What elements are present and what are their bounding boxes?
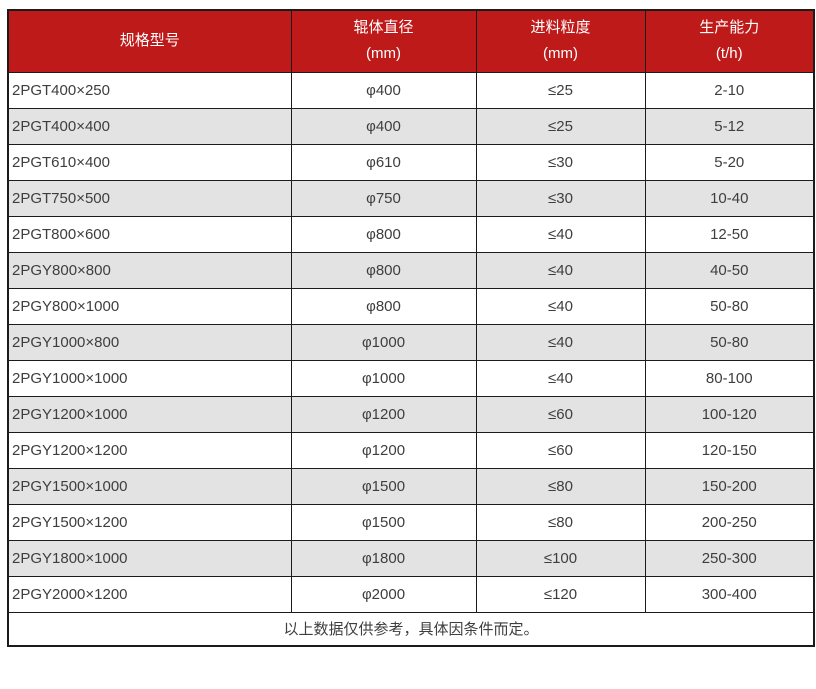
model-cell: 2PGT400×250 [7, 71, 292, 109]
feed-size-cell: ≤80 [475, 467, 646, 505]
table-body: 2PGT400×250 φ400 ≤25 2-10 2PGT400×400 φ400 ≤25… [7, 71, 815, 613]
table-row: 2PGT400×250 φ400 ≤25 2-10 [7, 71, 815, 109]
table-row: 2PGT400×400 φ400 ≤25 5-12 [7, 107, 815, 145]
feed-size-cell: ≤25 [475, 71, 646, 109]
model-cell: 2PGY1200×1000 [7, 395, 292, 433]
header-title: 规格型号 [119, 32, 180, 50]
table-row: 2PGY1200×1200 φ1200 ≤60 120-150 [7, 431, 815, 469]
roller-diameter-cell: φ2000 [290, 575, 477, 613]
table-row: 2PGY800×800 φ800 ≤40 40-50 [7, 251, 815, 289]
table-row: 2PGT610×400 φ610 ≤30 5-20 [7, 143, 815, 181]
model-cell: 2PGT400×400 [7, 107, 292, 145]
feed-size-cell: ≤80 [475, 503, 646, 541]
specifications-table: 规格型号 辊体直径 (mm) 进料粒度 (mm) 生产能力 (t/h) 2PGT… [7, 9, 815, 647]
table-row: 2PGY2000×1200 φ2000 ≤120 300-400 [7, 575, 815, 613]
table-row: 2PGY1000×1000 φ1000 ≤40 80-100 [7, 359, 815, 397]
feed-size-cell: ≤40 [475, 251, 646, 289]
capacity-cell: 5-12 [644, 107, 815, 145]
footnote-row: 以上数据仅供参考，具体因条件而定。 [7, 611, 815, 647]
feed-size-cell: ≤30 [475, 143, 646, 181]
capacity-cell: 100-120 [644, 395, 815, 433]
model-cell: 2PGY1800×1000 [7, 539, 292, 577]
header-unit: (t/h) [715, 45, 743, 63]
header-title: 辊体直径 [353, 19, 414, 37]
table-row: 2PGT800×600 φ800 ≤40 12-50 [7, 215, 815, 253]
roller-diameter-cell: φ610 [290, 143, 477, 181]
feed-size-cell: ≤60 [475, 395, 646, 433]
model-cell: 2PGY800×800 [7, 251, 292, 289]
feed-size-cell: ≤120 [475, 575, 646, 613]
model-cell: 2PGT800×600 [7, 215, 292, 253]
roller-diameter-cell: φ800 [290, 287, 477, 325]
feed-size-cell: ≤40 [475, 215, 646, 253]
table-row: 2PGY1500×1000 φ1500 ≤80 150-200 [7, 467, 815, 505]
capacity-cell: 5-20 [644, 143, 815, 181]
model-cell: 2PGY1500×1000 [7, 467, 292, 505]
table-footer: 以上数据仅供参考，具体因条件而定。 [7, 611, 815, 647]
table-header: 规格型号 辊体直径 (mm) 进料粒度 (mm) 生产能力 (t/h) [7, 9, 815, 73]
roller-diameter-cell: φ1800 [290, 539, 477, 577]
column-header-roller-diameter: 辊体直径 (mm) [290, 9, 477, 73]
capacity-cell: 2-10 [644, 71, 815, 109]
column-header-capacity: 生产能力 (t/h) [644, 9, 815, 73]
capacity-cell: 300-400 [644, 575, 815, 613]
model-cell: 2PGY1000×1000 [7, 359, 292, 397]
roller-diameter-cell: φ1000 [290, 323, 477, 361]
feed-size-cell: ≤40 [475, 323, 646, 361]
capacity-cell: 120-150 [644, 431, 815, 469]
roller-diameter-cell: φ1200 [290, 395, 477, 433]
header-unit: (mm) [543, 45, 578, 63]
capacity-cell: 150-200 [644, 467, 815, 505]
model-cell: 2PGT610×400 [7, 143, 292, 181]
feed-size-cell: ≤25 [475, 107, 646, 145]
capacity-cell: 12-50 [644, 215, 815, 253]
header-row: 规格型号 辊体直径 (mm) 进料粒度 (mm) 生产能力 (t/h) [7, 9, 815, 73]
model-cell: 2PGY1200×1200 [7, 431, 292, 469]
roller-diameter-cell: φ1500 [290, 467, 477, 505]
capacity-cell: 200-250 [644, 503, 815, 541]
roller-diameter-cell: φ400 [290, 107, 477, 145]
roller-diameter-cell: φ1000 [290, 359, 477, 397]
capacity-cell: 50-80 [644, 287, 815, 325]
header-title: 生产能力 [699, 19, 760, 37]
table-row: 2PGY1200×1000 φ1200 ≤60 100-120 [7, 395, 815, 433]
table-row: 2PGT750×500 φ750 ≤30 10-40 [7, 179, 815, 217]
table-container: 规格型号 辊体直径 (mm) 进料粒度 (mm) 生产能力 (t/h) 2PGT… [7, 9, 815, 647]
header-unit: (mm) [366, 45, 401, 63]
roller-diameter-cell: φ1500 [290, 503, 477, 541]
feed-size-cell: ≤60 [475, 431, 646, 469]
feed-size-cell: ≤40 [475, 287, 646, 325]
table-row: 2PGY1800×1000 φ1800 ≤100 250-300 [7, 539, 815, 577]
model-cell: 2PGY2000×1200 [7, 575, 292, 613]
header-title: 进料粒度 [530, 19, 591, 37]
feed-size-cell: ≤100 [475, 539, 646, 577]
feed-size-cell: ≤30 [475, 179, 646, 217]
model-cell: 2PGY800×1000 [7, 287, 292, 325]
roller-diameter-cell: φ400 [290, 71, 477, 109]
feed-size-cell: ≤40 [475, 359, 646, 397]
capacity-cell: 40-50 [644, 251, 815, 289]
model-cell: 2PGY1500×1200 [7, 503, 292, 541]
capacity-cell: 10-40 [644, 179, 815, 217]
roller-diameter-cell: φ800 [290, 251, 477, 289]
table-row: 2PGY800×1000 φ800 ≤40 50-80 [7, 287, 815, 325]
capacity-cell: 250-300 [644, 539, 815, 577]
table-footnote: 以上数据仅供参考，具体因条件而定。 [7, 611, 815, 647]
roller-diameter-cell: φ750 [290, 179, 477, 217]
column-header-model: 规格型号 [7, 9, 292, 73]
column-header-feed-size: 进料粒度 (mm) [475, 9, 646, 73]
table-row: 2PGY1000×800 φ1000 ≤40 50-80 [7, 323, 815, 361]
model-cell: 2PGT750×500 [7, 179, 292, 217]
table-row: 2PGY1500×1200 φ1500 ≤80 200-250 [7, 503, 815, 541]
roller-diameter-cell: φ800 [290, 215, 477, 253]
roller-diameter-cell: φ1200 [290, 431, 477, 469]
model-cell: 2PGY1000×800 [7, 323, 292, 361]
capacity-cell: 80-100 [644, 359, 815, 397]
capacity-cell: 50-80 [644, 323, 815, 361]
